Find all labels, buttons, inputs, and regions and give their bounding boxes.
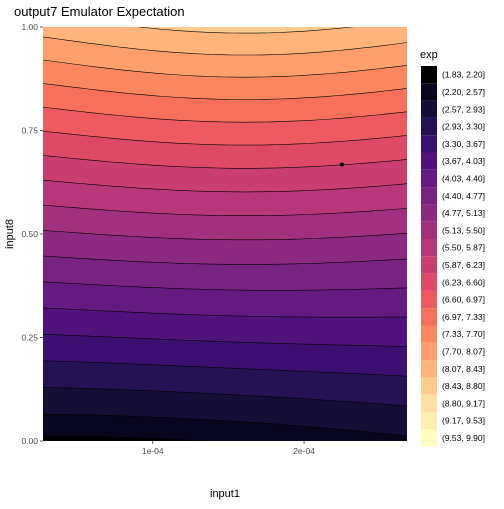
contour-line-2 bbox=[43, 413, 407, 437]
legend-key-21 bbox=[421, 412, 437, 430]
x-tick-label-1: 1e-04 bbox=[142, 446, 164, 456]
legend-key-6 bbox=[421, 152, 437, 170]
legend-key-10 bbox=[421, 221, 437, 239]
legend: exp (1.83, 2.20] (2.20, 2.57] (2.57, 2.93]… bbox=[420, 49, 485, 447]
legend-key-7 bbox=[421, 169, 437, 188]
legend-key-11 bbox=[421, 239, 437, 257]
legend-label-21: (9.17, 9.53] bbox=[442, 416, 485, 426]
legend-key-8 bbox=[421, 187, 437, 205]
legend-label-22: (9.53, 9.90] bbox=[442, 433, 485, 443]
x-axis-title: input1 bbox=[210, 488, 240, 500]
axes: 1e-04 2e-04 0.00 0.25 0.50 0.75 1.00 bbox=[21, 22, 315, 456]
legend-label-9: (4.77, 5.13] bbox=[442, 208, 485, 218]
legend-label-12: (5.87, 6.23] bbox=[442, 260, 485, 270]
contour-band-1 bbox=[43, 436, 205, 441]
legend-key-4 bbox=[421, 117, 437, 136]
legend-key-1 bbox=[421, 66, 437, 84]
contour-line-3 bbox=[43, 387, 407, 407]
legend-key-9 bbox=[421, 204, 437, 222]
contour-line-1 bbox=[43, 435, 210, 441]
contour-line-6 bbox=[43, 307, 407, 318]
legend-key-19 bbox=[421, 377, 437, 395]
contour-line-15 bbox=[43, 83, 407, 100]
legend-key-20 bbox=[421, 394, 437, 412]
contour-line-18 bbox=[136, 27, 354, 34]
data-point-1 bbox=[339, 162, 344, 167]
legend-key-13 bbox=[421, 273, 437, 291]
contour-line-5 bbox=[43, 334, 407, 347]
contour-line-7 bbox=[43, 281, 407, 291]
legend-label-4: (2.93, 3.30] bbox=[442, 122, 485, 132]
contour-line-11 bbox=[43, 179, 407, 193]
legend-label-7: (4.03, 4.40] bbox=[442, 173, 485, 183]
legend-label-8: (4.40, 4.77] bbox=[442, 191, 485, 201]
legend-label-20: (8.80, 9.17] bbox=[442, 398, 485, 408]
legend-label-11: (5.50, 5.87] bbox=[442, 243, 485, 253]
data-points bbox=[339, 162, 344, 167]
legend-key-12 bbox=[421, 256, 437, 274]
legend-label-3: (2.57, 2.93] bbox=[442, 104, 485, 114]
contour-line-12 bbox=[43, 155, 407, 169]
y-tick-label-2: 0.25 bbox=[21, 333, 38, 343]
legend-label-19: (8.43, 8.80] bbox=[442, 381, 485, 391]
contour-line-9 bbox=[43, 230, 407, 241]
y-tick-label-3: 0.50 bbox=[21, 229, 38, 239]
contour-band-2 bbox=[43, 414, 407, 441]
legend-label-16: (7.33, 7.70] bbox=[442, 329, 485, 339]
contour-line-13 bbox=[43, 130, 407, 146]
legend-label-2: (2.20, 2.57] bbox=[442, 87, 485, 97]
legend-label-15: (6.97, 7.33] bbox=[442, 312, 485, 322]
y-axis-title: input8 bbox=[4, 219, 16, 249]
legend-label-17: (7.70, 8.07] bbox=[442, 346, 485, 356]
legend-key-5 bbox=[421, 135, 437, 153]
legend-label-1: (1.83, 2.20] bbox=[442, 70, 485, 80]
legend-label-14: (6.60, 6.97] bbox=[442, 295, 485, 305]
legend-key-2 bbox=[421, 83, 437, 101]
legend-key-17 bbox=[421, 342, 437, 361]
legend-label-5: (3.30, 3.67] bbox=[442, 139, 485, 149]
legend-title: exp bbox=[420, 49, 438, 61]
contour-bands bbox=[43, 27, 407, 441]
contour-line-8 bbox=[43, 255, 407, 265]
legend-key-22 bbox=[421, 429, 437, 447]
contour-lines bbox=[43, 27, 407, 441]
x-tick-label-2: 2e-04 bbox=[293, 446, 315, 456]
legend-key-16 bbox=[421, 325, 437, 343]
y-tick-label-4: 0.75 bbox=[21, 126, 38, 136]
legend-label-13: (6.23, 6.60] bbox=[442, 277, 485, 287]
legend-key-18 bbox=[421, 360, 437, 378]
contour-line-14 bbox=[43, 106, 407, 123]
legend-key-14 bbox=[421, 290, 437, 309]
legend-key-3 bbox=[421, 100, 437, 118]
contour-line-4 bbox=[43, 360, 407, 377]
legend-label-18: (8.07, 8.43] bbox=[442, 364, 485, 374]
legend-label-6: (3.67, 4.03] bbox=[442, 156, 485, 166]
y-tick-label-1: 0.00 bbox=[21, 436, 38, 446]
legend-label-10: (5.13, 5.50] bbox=[442, 225, 485, 235]
chart-title: output7 Emulator Expectation bbox=[14, 4, 185, 19]
contour-line-17 bbox=[43, 36, 407, 56]
contour-line-10 bbox=[43, 204, 407, 216]
contour-line-16 bbox=[43, 59, 407, 78]
y-tick-label-5: 1.00 bbox=[21, 22, 38, 32]
legend-key-15 bbox=[421, 308, 437, 326]
